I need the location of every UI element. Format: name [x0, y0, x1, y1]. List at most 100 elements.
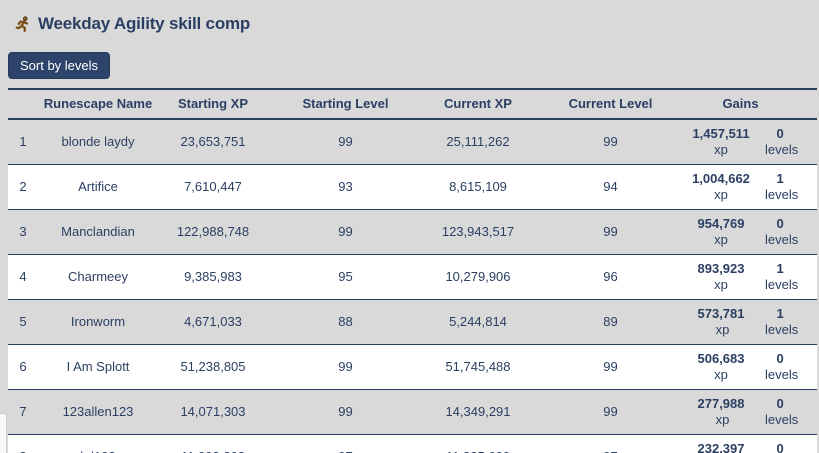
xp-gain: 232,397xp — [697, 441, 745, 453]
column-header-starting-xp: Starting XP — [177, 96, 249, 111]
column-header-current-level: Current Level — [568, 96, 653, 111]
xp-gain: 893,923 xp — [688, 261, 754, 293]
sort-by-levels-button[interactable]: Sort by levels — [8, 52, 111, 79]
rank-cell: 3 — [19, 224, 27, 239]
current-level-cell: 99 — [603, 404, 618, 419]
starting-level-cell: 95 — [338, 269, 353, 284]
starting-level-cell: 99 — [338, 134, 353, 149]
table-body: 1 blonde laydy 23,653,751 99 25,111,262 99 1,4… — [8, 120, 817, 453]
level-gain: 1 levels — [765, 171, 799, 202]
starting-level-cell: 99 — [338, 404, 353, 419]
gains-cell: 277,988 xp 0 levels — [688, 390, 817, 434]
starting-xp-cell: 11,093,203 — [158, 443, 268, 453]
column-header-starting-level: Starting Level — [302, 96, 389, 111]
player-name-cell: Charmeey — [68, 269, 128, 284]
rank-cell: 7 — [19, 404, 27, 419]
xp-gain-unit: xp — [714, 367, 728, 382]
starting-xp-cell: 122,988,748 — [176, 224, 250, 239]
starting-level-cell: 97 — [268, 443, 423, 453]
current-level-cell: 97 — [533, 443, 688, 453]
gains-cell: 506,683 xp 0 levels — [688, 345, 817, 389]
gains-cell: 954,769 xp 0 levels — [688, 210, 817, 254]
xp-gain-unit: xp — [714, 142, 728, 157]
page-header: Weekday Agility skill comp — [14, 14, 811, 34]
competition-table: Runescape Name Starting XP Starting Level C… — [8, 88, 817, 453]
player-name-cell: I Am Splott — [66, 359, 130, 374]
table-row: 3 Manclandian 122,988,748 99 123,943,517 99 95… — [8, 209, 817, 254]
starting-level-cell: 93 — [338, 179, 353, 194]
current-level-cell: 96 — [603, 269, 618, 284]
agility-skill-icon — [15, 15, 29, 32]
xp-gain: 954,769 xp — [688, 216, 754, 248]
level-gain-unit: levels — [765, 322, 799, 337]
current-xp-cell: 11,325,600 — [423, 443, 533, 453]
current-xp-cell: 25,111,262 — [446, 134, 510, 149]
level-gain-unit: levels — [765, 277, 799, 292]
current-level-cell: 99 — [603, 134, 618, 149]
xp-gain-unit: xp — [714, 277, 728, 292]
starting-level-cell: 99 — [338, 359, 353, 374]
level-gain-unit: levels — [765, 232, 799, 247]
xp-gain-unit: xp — [714, 232, 728, 247]
background-panel-edge — [0, 413, 7, 453]
player-name-cell: Manclandian — [61, 224, 135, 239]
level-gain-unit: levels — [765, 367, 799, 382]
column-header-gains: Gains — [722, 96, 759, 111]
table-row: 5 Ironworm 4,671,033 88 5,244,814 89 573,781 xp… — [8, 299, 817, 344]
xp-gain-unit: xp — [715, 412, 730, 427]
starting-xp-cell: 51,238,805 — [180, 359, 246, 374]
column-header-current-xp: Current XP — [444, 96, 512, 111]
page-title: Weekday Agility skill comp — [38, 14, 251, 33]
table-header: Runescape Name Starting XP Starting Level C… — [8, 90, 817, 120]
table-row: 8kd10311,093,2039711,325,60097232,397xp0… — [8, 434, 817, 453]
xp-gain: 573,781 xp — [688, 306, 754, 338]
player-name-cell: kd103 — [38, 443, 158, 453]
current-xp-cell: 51,745,488 — [445, 359, 511, 374]
player-name-cell: Artifice — [78, 179, 118, 194]
level-gain: 1 levels — [765, 306, 799, 337]
table-row: 2 Artifice 7,610,447 93 8,615,109 94 1,004,662… — [8, 164, 817, 209]
level-gain: 1 levels — [765, 261, 799, 292]
current-xp-cell: 123,943,517 — [441, 224, 515, 239]
player-name-cell: Ironworm — [70, 314, 126, 329]
xp-gain: 1,004,662 xp — [688, 171, 754, 203]
level-gain-unit: levels — [765, 142, 799, 157]
current-xp-cell: 5,244,814 — [449, 314, 507, 329]
rank-cell: 2 — [19, 179, 27, 194]
gains-cell: 893,923 xp 1 levels — [688, 255, 817, 299]
starting-xp-cell: 14,071,303 — [180, 404, 246, 419]
xp-gain-unit: xp — [714, 187, 728, 202]
xp-gain-unit: xp — [715, 322, 730, 337]
current-xp-cell: 14,349,291 — [445, 404, 511, 419]
level-gain-unit: levels — [765, 187, 799, 202]
current-xp-cell: 10,279,906 — [445, 269, 511, 284]
starting-xp-cell: 23,653,751 — [180, 134, 246, 149]
table-header-row: Runescape Name Starting XP Starting Level C… — [8, 90, 817, 120]
xp-gain: 506,683 xp — [688, 351, 754, 383]
table-row: 7 123allen123 14,071,303 99 14,349,291 99 277,… — [8, 389, 817, 434]
starting-xp-cell: 9,385,983 — [184, 269, 242, 284]
xp-gain: 277,988 xp — [688, 396, 754, 428]
gains-cell: 1,457,511 xp 0 levels — [688, 120, 817, 164]
rank-cell: 5 — [19, 314, 27, 329]
table-row: 4 Charmeey 9,385,983 95 10,279,906 96 893,923 x… — [8, 254, 817, 299]
level-gain-unit: levels — [765, 412, 799, 427]
gains-cell: 573,781 xp 1 levels — [688, 300, 817, 344]
player-name-cell: blonde laydy — [61, 134, 135, 149]
xp-gain: 1,457,511 xp — [688, 126, 754, 158]
column-header-rank — [8, 98, 38, 110]
starting-xp-cell: 4,671,033 — [184, 314, 242, 329]
current-level-cell: 99 — [603, 359, 618, 374]
table-row: 1 blonde laydy 23,653,751 99 25,111,262 99 1,4… — [8, 120, 817, 164]
starting-level-cell: 99 — [338, 224, 353, 239]
current-level-cell: 94 — [603, 179, 618, 194]
rank-cell: 8 — [8, 443, 38, 453]
starting-xp-cell: 7,610,447 — [184, 179, 242, 194]
starting-level-cell: 88 — [338, 314, 353, 329]
